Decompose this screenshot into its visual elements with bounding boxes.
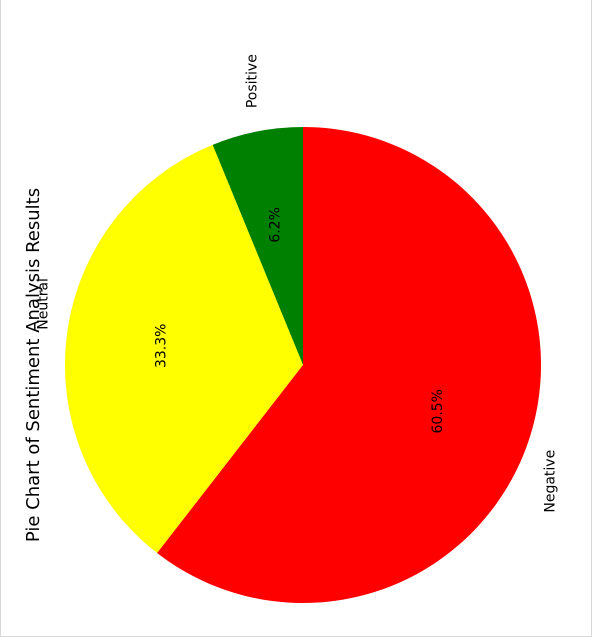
pie-slice-positive <box>212 127 303 365</box>
chart-title: Pie Chart of Sentiment Analysis Results <box>23 188 44 542</box>
pie-category-label-negative: Negative <box>543 450 559 513</box>
pie-slice-negative <box>157 127 541 603</box>
pie-slice-neutral <box>64 144 303 554</box>
pie-labels: 6.2% Positive 33.3% Neutral 60.5% Negative <box>36 54 559 512</box>
pie-value-label-negative: 60.5% <box>430 389 446 433</box>
pie-category-label-neutral: Neutral <box>36 278 52 330</box>
pie-value-label-neutral: 33.3% <box>154 324 170 368</box>
pie-value-label-positive: 6.2% <box>267 207 283 243</box>
pie-category-label-positive: Positive <box>244 54 260 108</box>
pie-slices <box>64 127 541 603</box>
